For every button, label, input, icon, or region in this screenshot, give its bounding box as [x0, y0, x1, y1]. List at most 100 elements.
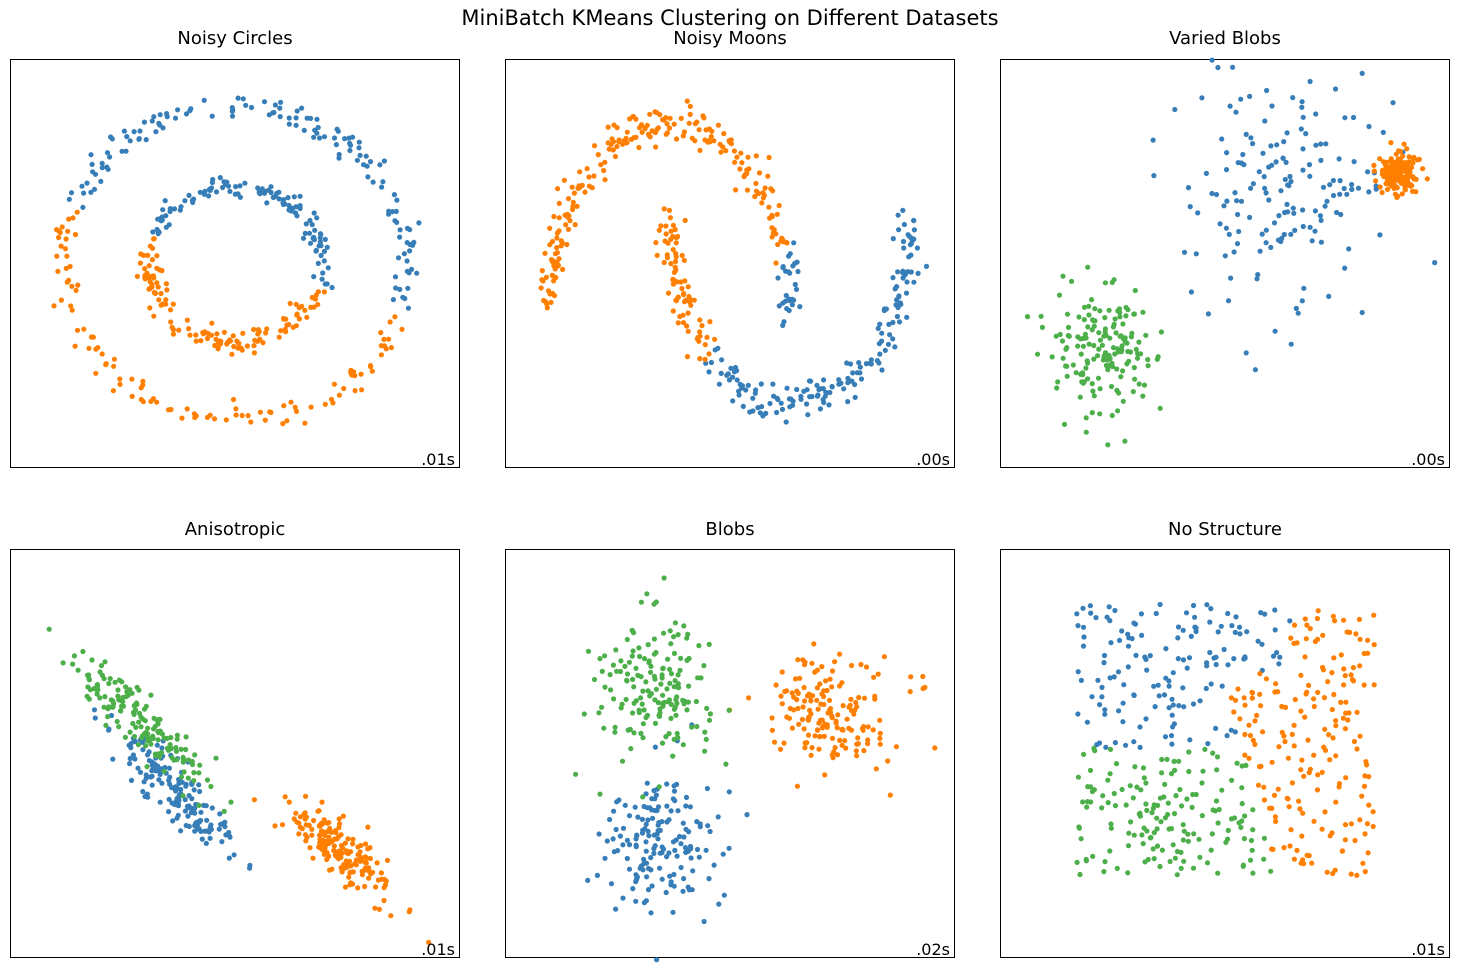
data-point [697, 824, 703, 830]
data-point [1302, 714, 1308, 720]
data-point [1350, 665, 1356, 671]
data-point [655, 804, 662, 810]
data-point [1327, 833, 1333, 839]
data-point [797, 675, 803, 681]
data-point [102, 659, 108, 665]
data-point [840, 703, 846, 709]
data-point [1195, 210, 1201, 216]
data-point [783, 419, 789, 425]
data-point [324, 850, 330, 856]
data-point [304, 314, 310, 320]
data-point [1305, 737, 1311, 743]
data-point [744, 812, 750, 818]
data-point [1261, 856, 1267, 862]
data-point [644, 874, 650, 880]
data-point [673, 240, 679, 246]
data-point [149, 284, 155, 290]
data-point [1176, 703, 1182, 709]
data-point [731, 148, 737, 154]
data-point [321, 258, 327, 264]
data-point [179, 415, 185, 421]
data-point [1243, 350, 1249, 356]
data-point [623, 135, 629, 141]
data-point [817, 681, 823, 687]
data-point [1191, 831, 1197, 837]
data-point [675, 808, 681, 814]
data-point [338, 832, 344, 838]
data-point [610, 147, 616, 153]
data-point [411, 239, 417, 245]
data-point [1224, 733, 1230, 739]
data-point [1106, 307, 1112, 313]
data-point [1209, 57, 1215, 63]
data-point [684, 707, 690, 713]
data-point [1166, 705, 1172, 711]
data-point [554, 235, 560, 241]
data-point [392, 274, 399, 280]
data-point [1132, 287, 1138, 294]
data-point [1414, 157, 1421, 163]
data-point [1354, 709, 1360, 715]
data-point [614, 125, 620, 131]
data-point [211, 416, 218, 422]
data-point [599, 704, 605, 710]
data-point [808, 698, 814, 704]
data-point [1175, 635, 1181, 641]
data-point [303, 822, 309, 828]
data-point [645, 817, 651, 823]
data-point [586, 174, 592, 180]
data-point [1322, 203, 1328, 209]
data-point [1139, 632, 1145, 638]
data-point [624, 129, 630, 135]
data-point [331, 843, 337, 849]
data-point [707, 711, 713, 717]
data-point [1303, 636, 1309, 642]
data-point [1388, 156, 1394, 162]
data-point [733, 187, 739, 193]
data-point [365, 824, 371, 830]
data-point [1229, 777, 1235, 783]
data-point [811, 641, 817, 647]
data-point [404, 225, 411, 231]
data-point [812, 733, 818, 739]
data-point [312, 227, 318, 233]
data-point [661, 206, 667, 212]
data-point [901, 245, 907, 251]
data-point [114, 718, 120, 725]
data-point [677, 667, 683, 673]
data-point [665, 656, 671, 662]
data-point [147, 279, 153, 285]
data-point [1362, 773, 1368, 779]
data-point [1395, 177, 1401, 183]
data-point [1269, 846, 1275, 852]
data-point [370, 869, 376, 875]
data-point [826, 402, 832, 408]
data-point [1399, 163, 1405, 169]
data-point [1299, 757, 1305, 763]
data-point [850, 370, 856, 376]
data-point [1359, 309, 1365, 316]
data-point [1331, 655, 1337, 661]
data-point [1075, 711, 1081, 717]
data-point [286, 321, 292, 328]
data-point [91, 186, 98, 192]
data-point [401, 251, 407, 257]
data-point [183, 822, 189, 829]
data-point [1298, 672, 1304, 678]
data-point [272, 193, 279, 199]
data-point [706, 641, 712, 647]
data-point [1064, 345, 1070, 351]
data-point [689, 135, 695, 141]
data-point [789, 302, 795, 308]
data-point [89, 161, 95, 167]
data-point [702, 356, 708, 362]
data-point [726, 707, 732, 713]
data-point [1101, 660, 1107, 666]
data-point [168, 319, 174, 325]
data-point [670, 909, 676, 915]
data-point [1087, 767, 1094, 773]
data-point [1404, 174, 1410, 180]
data-point [1136, 381, 1142, 387]
data-point [808, 752, 814, 758]
data-point [378, 330, 384, 336]
